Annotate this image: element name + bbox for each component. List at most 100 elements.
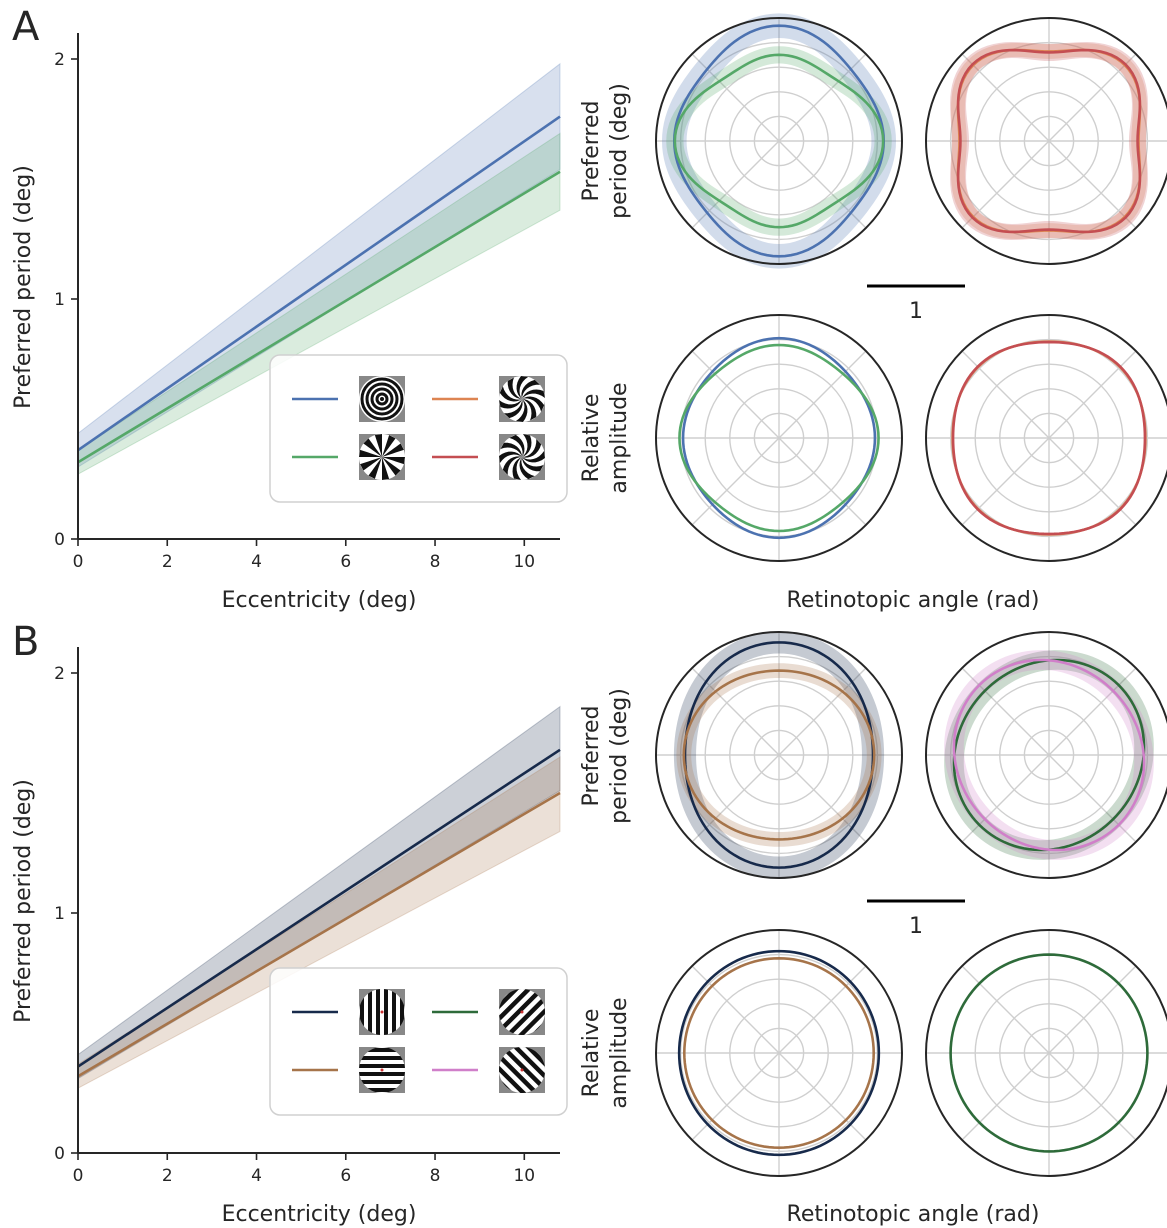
legend-box <box>269 967 568 1116</box>
icon-wedge <box>522 399 537 421</box>
polar-ylabel-amplitude-line1: Relative <box>579 1009 604 1098</box>
polar-plot <box>655 929 903 1177</box>
polar-series <box>956 48 1142 234</box>
x-tick-label: 10 <box>513 552 535 572</box>
legend-a <box>269 354 568 503</box>
polar-ylabel-amplitude-line2: amplitude <box>607 997 632 1108</box>
x-tick-label: 6 <box>340 1166 351 1186</box>
polar-band <box>950 42 1148 240</box>
panel-a: A 0 2 4 6 8 10 0 1 2 Eccentricity (deg) Preferred … <box>11 4 1167 613</box>
legend-item <box>292 434 405 480</box>
series-line <box>77 170 561 464</box>
icon-fixation <box>520 1010 524 1014</box>
icon-wedge <box>519 457 535 480</box>
y-axis-label: Preferred period (deg) <box>11 779 36 1023</box>
icon-wedge <box>360 457 382 471</box>
icon-ring <box>370 387 394 411</box>
icon-wedge <box>359 449 382 457</box>
polar-frame <box>925 17 1167 265</box>
y-tick-label: 0 <box>54 530 65 550</box>
legend-item <box>432 434 545 480</box>
polar-frame <box>925 631 1167 879</box>
icon-wedge <box>515 399 528 422</box>
icon-wedge <box>522 396 545 412</box>
polar-grid-spoke <box>961 53 1137 229</box>
icon-wedge <box>382 457 405 465</box>
y-tick-label: 2 <box>54 50 65 70</box>
icon-wedge <box>521 379 541 399</box>
polar-series <box>952 658 1146 852</box>
x-axis-label: Eccentricity (deg) <box>222 1202 417 1227</box>
legend-item <box>432 376 545 422</box>
icon-wedge <box>516 376 529 399</box>
x-tick-label: 4 <box>251 1166 262 1186</box>
icon-fixation <box>380 1010 384 1014</box>
vertical-grating-icon <box>359 989 405 1035</box>
icon-wedge <box>499 386 522 402</box>
icon-wedge <box>382 443 404 457</box>
legend-item <box>292 989 405 1035</box>
polar-grid-spoke <box>961 667 1137 843</box>
icon-wedge <box>499 399 522 409</box>
scale-bar: 1 <box>867 284 965 324</box>
icon-wedge <box>382 457 390 480</box>
legend-b <box>269 967 568 1116</box>
icon-center <box>380 397 384 401</box>
polar-xlabel: Retinotopic angle (rad) <box>787 588 1040 613</box>
polar-grid-spoke <box>691 965 867 1141</box>
y-axis-label: Preferred period (deg) <box>11 165 36 409</box>
polar-ylabel-period-line2: period (deg) <box>607 83 632 219</box>
icon-wedge <box>522 434 532 457</box>
polar-frame <box>925 314 1167 562</box>
polar-grid-spoke <box>691 667 867 843</box>
polar-frame <box>655 929 903 1177</box>
x-tick-label: 8 <box>430 1166 441 1186</box>
x-tick-label: 0 <box>73 1166 84 1186</box>
icon-fixation <box>520 1068 524 1072</box>
icon-ring <box>375 392 389 406</box>
polar-frame <box>655 631 903 879</box>
polar-frame <box>925 929 1167 1177</box>
panel-letter: B <box>12 619 39 665</box>
radial-grating-icon <box>359 376 405 422</box>
series-line <box>77 115 561 452</box>
polar-series <box>678 343 880 533</box>
horizontal-grating-icon <box>359 1047 405 1093</box>
polar-plot <box>925 631 1167 879</box>
series-line <box>77 748 561 1068</box>
y-tick-label: 0 <box>54 1144 65 1164</box>
icon-wedge <box>500 442 522 457</box>
polar-xlabel: Retinotopic angle (rad) <box>787 1202 1040 1227</box>
x-tick-label: 10 <box>513 1166 535 1186</box>
legend-item <box>432 989 545 1035</box>
x-tick-label: 2 <box>162 1166 173 1186</box>
icon-wedge <box>503 399 523 419</box>
x-axis-label: Eccentricity (deg) <box>222 588 417 613</box>
legend-item <box>292 376 405 422</box>
icon-wedge <box>382 457 401 476</box>
icon-wedge <box>499 451 522 464</box>
icon-wedge <box>509 434 525 457</box>
legend-item <box>432 1047 545 1093</box>
polar-plot <box>925 17 1167 265</box>
polar-series <box>673 53 885 229</box>
x-tick-label: 4 <box>251 552 262 572</box>
polar-plot <box>925 314 1167 562</box>
scale-bar: 1 <box>867 899 965 939</box>
icon-ring <box>365 382 399 416</box>
icon-wedge <box>512 457 522 480</box>
icon-wedge <box>522 457 544 472</box>
polar-series <box>681 336 877 540</box>
icon-wedge <box>382 435 396 457</box>
icon-wedge <box>502 456 522 476</box>
icon-ring <box>360 377 404 421</box>
icon-wedge <box>368 457 382 479</box>
scale-bar-label: 1 <box>909 299 923 324</box>
polar-plots-b <box>655 631 1167 1177</box>
polar-series <box>677 949 881 1157</box>
polar-ylabel-period-line2: period (deg) <box>607 688 632 824</box>
legend-box <box>269 354 568 503</box>
forward-diagonal-grating-icon <box>499 989 545 1035</box>
panel-letter: A <box>12 4 40 50</box>
polar-series <box>949 953 1149 1153</box>
